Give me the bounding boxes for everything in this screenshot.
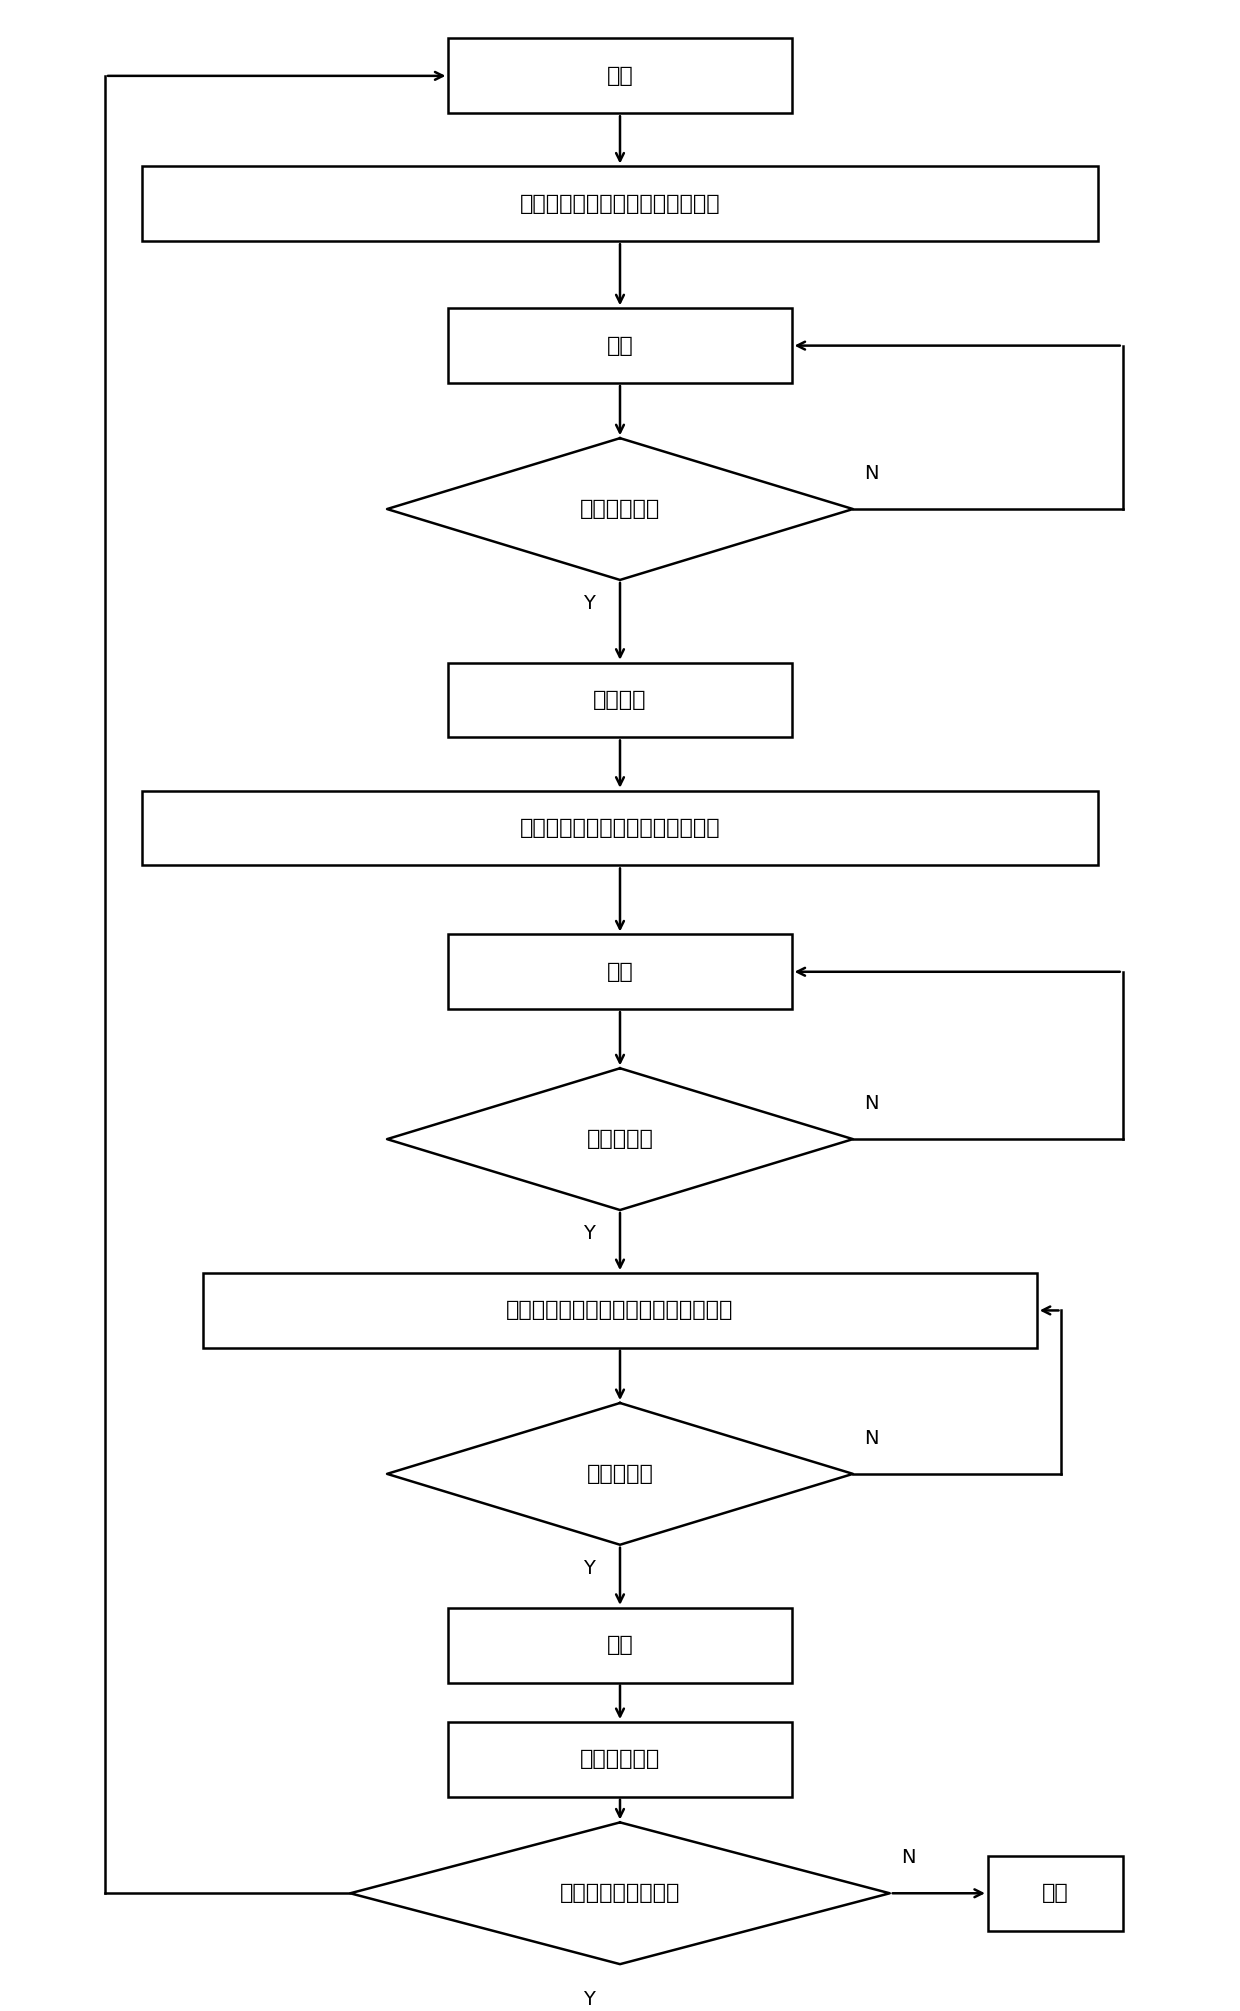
Text: 降温: 降温 xyxy=(606,1635,634,1655)
Bar xyxy=(449,1721,791,1796)
Text: 是否开启下个周期？: 是否开启下个周期？ xyxy=(559,1882,681,1902)
Text: 系统寄存器读椰拌高度和椰拌速度: 系统寄存器读椰拌高度和椰拌速度 xyxy=(520,193,720,213)
Bar xyxy=(449,1607,791,1683)
Text: 到达水温？: 到达水温？ xyxy=(587,1128,653,1148)
Text: 系统寄存器读入蕊汽加热水温参数: 系统寄存器读入蕊汽加热水温参数 xyxy=(520,818,720,839)
Text: Y: Y xyxy=(583,1559,595,1579)
Text: Y: Y xyxy=(583,1991,595,2009)
Text: 开启底阀放料: 开启底阀放料 xyxy=(580,1750,660,1770)
Bar xyxy=(141,790,1099,865)
Polygon shape xyxy=(350,1822,890,1965)
Text: Y: Y xyxy=(583,1225,595,1243)
Text: N: N xyxy=(901,1848,915,1868)
Text: 等待: 等待 xyxy=(1042,1882,1069,1902)
Bar xyxy=(449,664,791,738)
Text: N: N xyxy=(864,1094,879,1114)
Bar xyxy=(449,38,791,113)
Text: 按比例添加硫酸钓和氯化钒，开始化合: 按比例添加硫酸钓和氯化钒，开始化合 xyxy=(506,1301,734,1321)
Text: N: N xyxy=(864,1430,879,1448)
Bar xyxy=(988,1856,1122,1931)
Text: 开始: 开始 xyxy=(606,66,634,86)
Text: 加热: 加热 xyxy=(606,961,634,981)
Bar xyxy=(141,167,1099,241)
Polygon shape xyxy=(387,438,853,579)
Text: N: N xyxy=(864,465,879,483)
Polygon shape xyxy=(387,1404,853,1544)
Text: 化合结束？: 化合结束？ xyxy=(587,1464,653,1484)
Bar xyxy=(203,1273,1037,1347)
Text: 开启椰拌: 开启椰拌 xyxy=(593,690,647,710)
Text: Y: Y xyxy=(583,593,595,613)
Bar xyxy=(449,308,791,382)
Text: 到达椰拌高度: 到达椰拌高度 xyxy=(580,499,660,519)
Text: 加水: 加水 xyxy=(606,336,634,356)
Bar xyxy=(449,935,791,1010)
Polygon shape xyxy=(387,1068,853,1211)
